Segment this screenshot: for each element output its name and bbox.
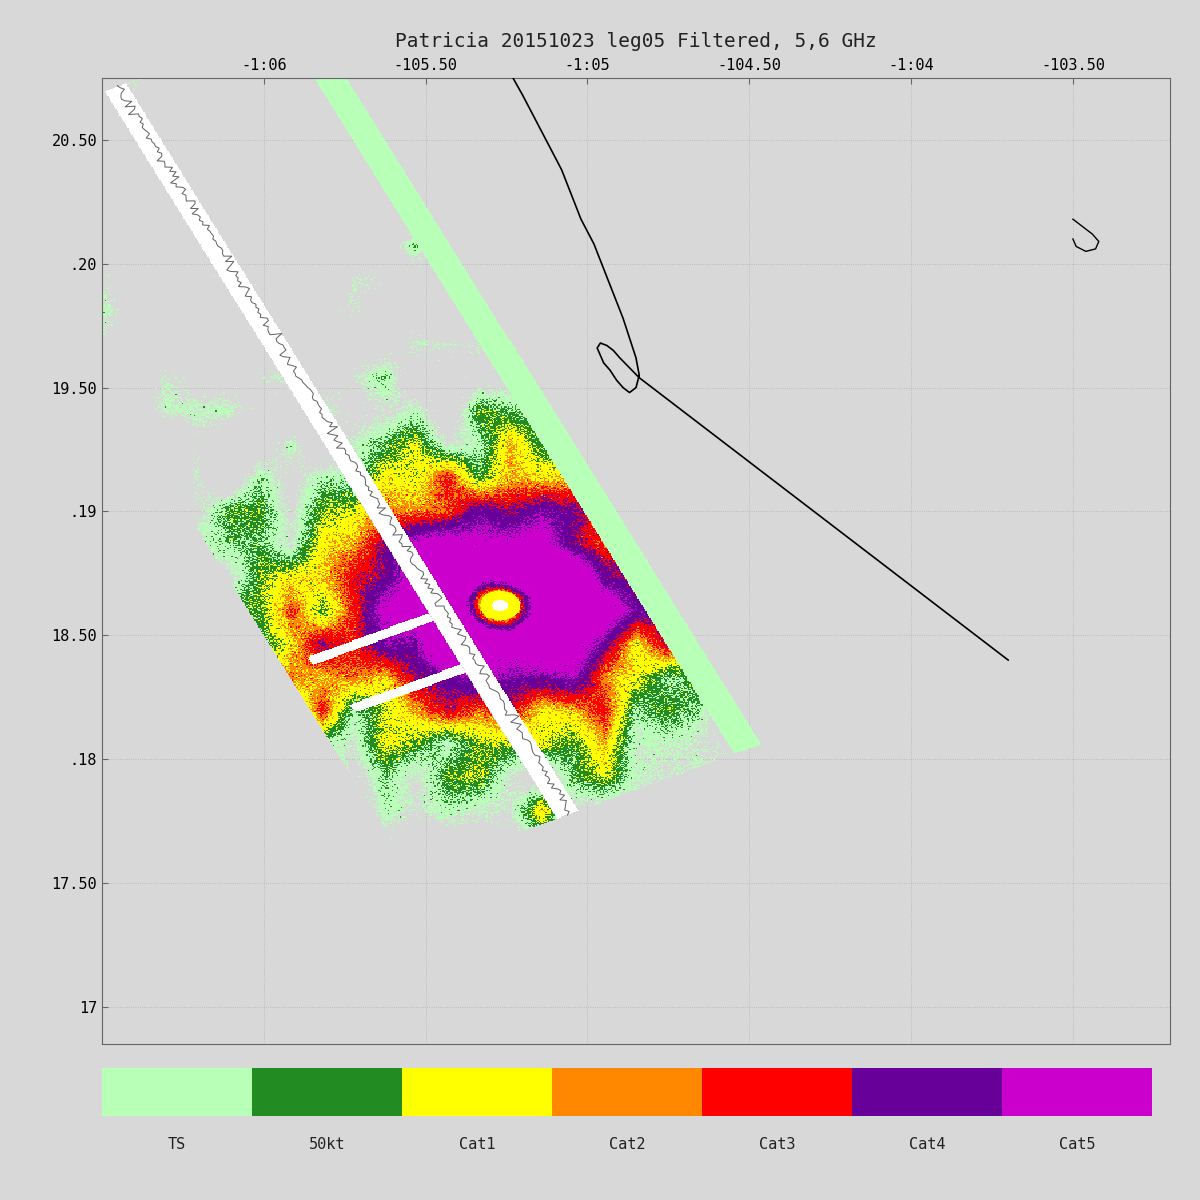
Title: Patricia 20151023 leg05 Filtered, 5,6 GHz: Patricia 20151023 leg05 Filtered, 5,6 GH… (395, 32, 877, 52)
Bar (252, 1068, 402, 1116)
Bar (402, 1068, 552, 1116)
Text: Cat3: Cat3 (758, 1136, 796, 1152)
Text: TS: TS (168, 1136, 186, 1152)
Text: Cat2: Cat2 (608, 1136, 646, 1152)
Text: Cat5: Cat5 (1058, 1136, 1096, 1152)
Text: Cat4: Cat4 (908, 1136, 946, 1152)
Text: Cat1: Cat1 (458, 1136, 496, 1152)
Bar (102, 1068, 252, 1116)
Bar (702, 1068, 852, 1116)
Bar (852, 1068, 1002, 1116)
Bar (1002, 1068, 1152, 1116)
Text: 50kt: 50kt (308, 1136, 346, 1152)
Bar (552, 1068, 702, 1116)
